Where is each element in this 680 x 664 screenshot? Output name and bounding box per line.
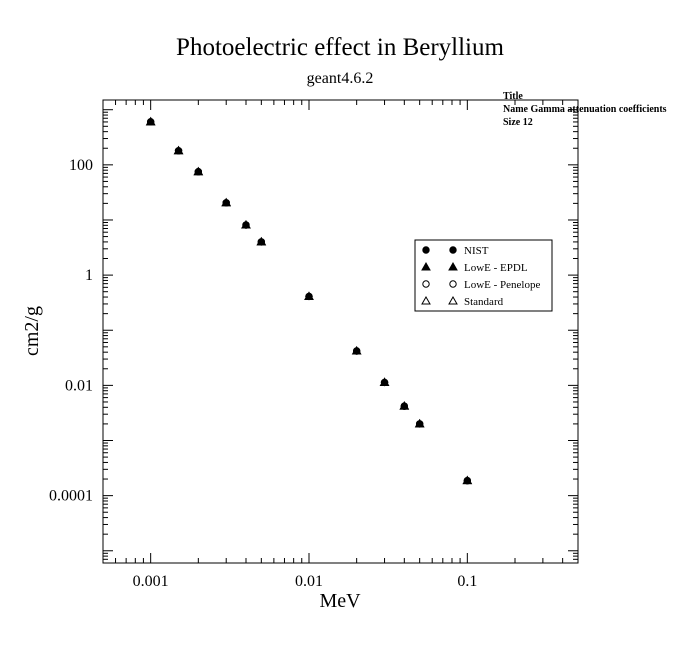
info-box: Title Name Gamma attenuation coefficient… bbox=[503, 91, 667, 128]
data-points bbox=[145, 116, 473, 485]
y-axis-label: cm2/g bbox=[21, 306, 43, 356]
legend-marker bbox=[448, 261, 458, 271]
point-standard bbox=[173, 145, 184, 155]
point-standard bbox=[241, 220, 251, 229]
legend-marker bbox=[422, 280, 430, 288]
legend-marker bbox=[421, 295, 431, 305]
point-standard bbox=[379, 377, 390, 386]
info-title-label: Title bbox=[503, 91, 523, 102]
point-standard bbox=[256, 236, 267, 246]
point-standard bbox=[304, 291, 314, 300]
point-standard bbox=[351, 346, 362, 355]
y-tick-label: 1 bbox=[85, 267, 93, 284]
chart-title: Photoelectric effect in Beryllium bbox=[176, 34, 504, 61]
legend-label: LowE - Penelope bbox=[464, 279, 540, 291]
legend-marker bbox=[449, 280, 457, 288]
point-standard bbox=[221, 197, 232, 207]
point-standard bbox=[399, 401, 410, 410]
legend-marker bbox=[448, 295, 458, 305]
info-name-line: Name Gamma attenuation coefficients bbox=[503, 104, 667, 115]
axis-ticks bbox=[102, 100, 579, 564]
point-standard bbox=[462, 475, 473, 485]
legend-marker bbox=[421, 261, 431, 271]
legend-box bbox=[414, 239, 553, 312]
point-standard bbox=[145, 116, 156, 126]
x-tick-label: 0.01 bbox=[295, 573, 323, 590]
point-standard bbox=[414, 418, 425, 428]
y-tick-label: 100 bbox=[69, 157, 93, 174]
legend-label: NIST bbox=[464, 245, 489, 257]
legend-label: LowE - EPDL bbox=[464, 262, 528, 274]
y-tick-label: 0.01 bbox=[65, 377, 93, 394]
info-size-line: Size 12 bbox=[503, 117, 533, 128]
legend-marker bbox=[422, 246, 430, 254]
point-standard bbox=[193, 166, 204, 176]
legend-label: Standard bbox=[464, 296, 504, 308]
x-tick-label: 0.001 bbox=[133, 573, 169, 590]
x-axis-label: MeV bbox=[319, 590, 361, 612]
y-tick-label: 0.0001 bbox=[49, 488, 93, 505]
x-tick-label: 0.1 bbox=[457, 573, 477, 590]
tick-labels: 0.001 0.01 0.1 100 1 0.01 0.0001 bbox=[49, 157, 477, 590]
chart-subtitle: geant4.6.2 bbox=[307, 70, 374, 87]
legend-marker bbox=[449, 246, 457, 254]
legend: NIST LowE - EPDL LowE - Penelope Standard bbox=[414, 239, 553, 312]
plot-frame bbox=[102, 99, 579, 564]
